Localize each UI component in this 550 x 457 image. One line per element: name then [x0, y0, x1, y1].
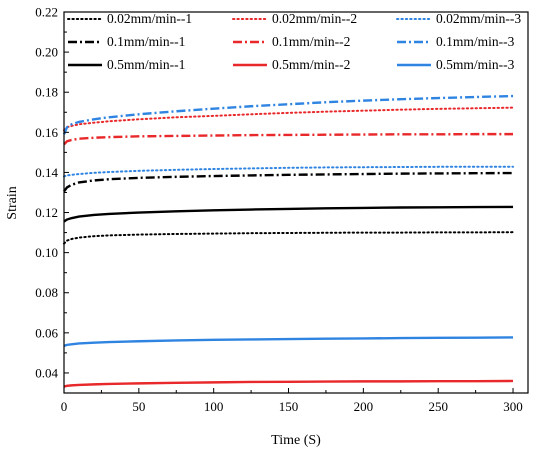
x-tick-label: 300: [503, 399, 523, 414]
legend-label-7: 0.5mm/min--1: [107, 57, 185, 72]
x-tick-label: 0: [61, 399, 68, 414]
y-tick-label: 0.06: [35, 325, 58, 340]
axis-ticks: 0 50 100 150 200 250 300 0.04 0.06 0.08 0.10 0.12 0.…: [35, 5, 523, 415]
series-line-2: [63, 106, 515, 132]
y-tick-label: 0.14: [35, 165, 58, 180]
legend: 0.02mm/min--1 0.02mm/min--2 0.02mm/min--3 0…: [67, 11, 521, 72]
legend-label-9: 0.5mm/min--3: [436, 57, 515, 72]
series-layer: [62, 94, 515, 388]
legend-label-8: 0.5mm/min--2: [272, 57, 350, 72]
x-tick-label: 50: [132, 399, 145, 414]
series-line-9: [63, 336, 514, 348]
series-line-7: [63, 205, 514, 223]
plot-frame: [63, 11, 529, 394]
series-line-3: [63, 165, 515, 178]
y-tick-label: 0.16: [35, 125, 58, 140]
x-tick-label: 250: [428, 399, 448, 414]
x-tick-label: 100: [204, 399, 224, 414]
legend-label-2: 0.02mm/min--2: [272, 11, 357, 26]
y-tick-label: 0.08: [35, 285, 58, 300]
legend-label-1: 0.02mm/min--1: [107, 11, 192, 26]
y-tick-label: 0.20: [35, 45, 58, 60]
y-tick-label: 0.22: [35, 5, 58, 20]
series-line-1: [63, 231, 515, 245]
legend-label-4: 0.1mm/min--1: [107, 34, 185, 49]
x-tick-label: 150: [279, 399, 299, 414]
legend-label-6: 0.1mm/min--3: [436, 34, 515, 49]
series-line-8: [63, 379, 514, 388]
legend-label-5: 0.1mm/min--2: [272, 34, 350, 49]
y-tick-label: 0.12: [35, 205, 58, 220]
y-tick-label: 0.10: [35, 245, 58, 260]
x-axis-label: Time (S): [271, 433, 321, 448]
x-tick-label: 200: [354, 399, 374, 414]
legend-label-3: 0.02mm/min--3: [436, 11, 521, 26]
y-tick-label: 0.04: [35, 365, 58, 380]
y-axis-label: Strain: [5, 186, 20, 219]
y-tick-label: 0.18: [35, 85, 58, 100]
series-line-6: [62, 94, 514, 135]
series-line-4: [63, 171, 514, 193]
